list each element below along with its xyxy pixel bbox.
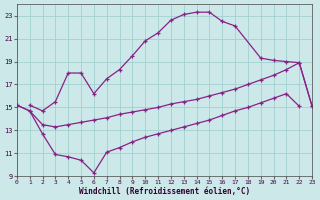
X-axis label: Windchill (Refroidissement éolien,°C): Windchill (Refroidissement éolien,°C) xyxy=(79,187,250,196)
